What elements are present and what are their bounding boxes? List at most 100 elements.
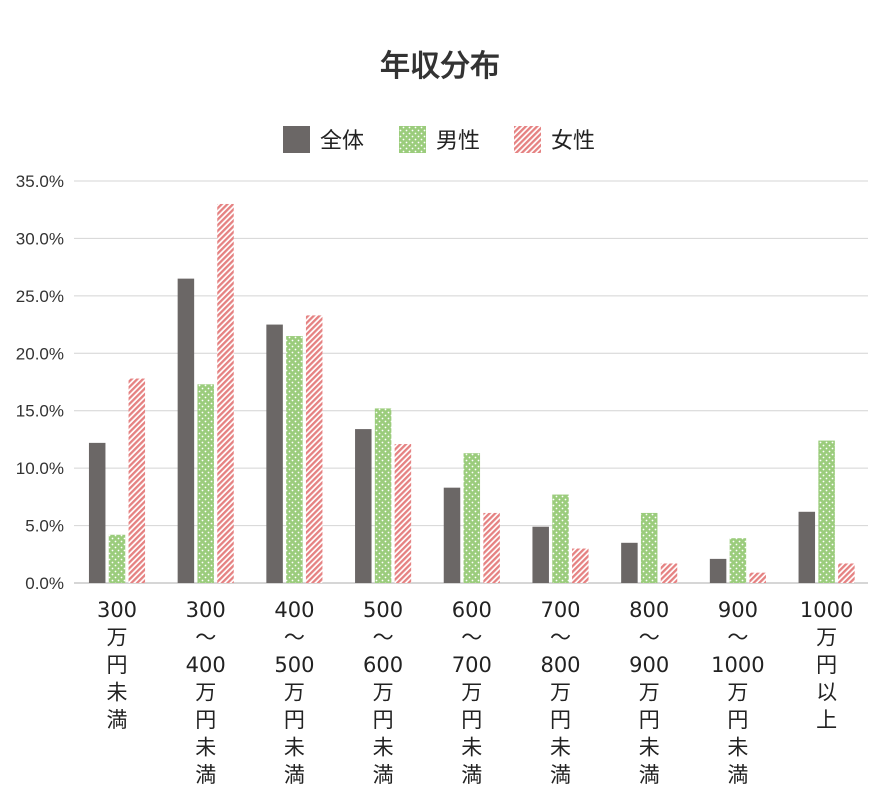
x-tick-label: ～ bbox=[461, 626, 482, 650]
x-tick-label: 600 bbox=[452, 598, 492, 622]
x-tick-label: ～ bbox=[639, 626, 660, 650]
x-axis: 300万円未満300～400万円未満400～500万円未満500～600万円未満… bbox=[97, 598, 853, 787]
x-tick-label: 円 bbox=[373, 708, 394, 732]
x-tick-label: 満 bbox=[107, 708, 128, 732]
bar bbox=[640, 512, 658, 583]
x-tick-label: 未 bbox=[195, 736, 216, 760]
bar bbox=[818, 440, 835, 583]
bar bbox=[394, 444, 412, 583]
x-tick-label: 300 bbox=[186, 598, 226, 622]
bar bbox=[838, 563, 855, 583]
bar bbox=[709, 558, 727, 583]
x-tick-label: 万 bbox=[816, 626, 837, 650]
chart-title: 年収分布 bbox=[380, 49, 500, 84]
x-tick-label: 700 bbox=[452, 653, 492, 677]
x-tick-label: 700 bbox=[540, 598, 580, 622]
x-tick-label: 400 bbox=[186, 653, 226, 677]
x-tick-label: 満 bbox=[727, 763, 748, 787]
bar bbox=[374, 408, 392, 583]
x-tick-label: 600 bbox=[363, 653, 403, 677]
x-tick-label: 未 bbox=[373, 736, 394, 760]
bar bbox=[305, 315, 323, 583]
x-tick-label: 万 bbox=[461, 681, 482, 705]
y-tick-label: 0.0% bbox=[25, 574, 64, 593]
x-tick-label: 円 bbox=[727, 708, 748, 732]
x-tick-label: 万 bbox=[373, 681, 394, 705]
x-tick-label: ～ bbox=[373, 626, 394, 650]
bar bbox=[621, 542, 638, 583]
bar bbox=[532, 526, 549, 583]
chart-legend: 全体 男性 女性 bbox=[283, 126, 595, 154]
x-tick-label: ～ bbox=[284, 626, 305, 650]
x-tick-label: 上 bbox=[816, 708, 837, 732]
legend-swatch bbox=[514, 126, 541, 153]
bar bbox=[217, 203, 234, 583]
bar bbox=[463, 453, 481, 583]
bar bbox=[572, 548, 589, 583]
y-tick-label: 15.0% bbox=[16, 402, 64, 421]
x-tick-label: 未 bbox=[284, 736, 305, 760]
x-tick-label: 500 bbox=[363, 598, 403, 622]
x-tick-label: 未 bbox=[107, 681, 128, 705]
x-tick-label: 満 bbox=[550, 763, 571, 787]
chart-bars bbox=[88, 203, 855, 583]
x-tick-label: 満 bbox=[284, 763, 305, 787]
y-tick-label: 20.0% bbox=[16, 344, 64, 363]
bar bbox=[355, 429, 372, 583]
bar bbox=[749, 572, 766, 583]
legend-label: 全体 bbox=[320, 129, 364, 154]
x-tick-label: 300 bbox=[97, 598, 137, 622]
x-tick-label: ～ bbox=[195, 626, 216, 650]
x-tick-label: 未 bbox=[461, 736, 482, 760]
y-tick-label: 35.0% bbox=[16, 172, 64, 191]
y-tick-label: 25.0% bbox=[16, 287, 64, 306]
x-tick-label: 万 bbox=[195, 681, 216, 705]
x-tick-label: 1000 bbox=[800, 598, 853, 622]
x-tick-label: 万 bbox=[284, 681, 305, 705]
bar bbox=[443, 487, 461, 583]
x-tick-label: 万 bbox=[107, 626, 128, 650]
x-tick-label: 未 bbox=[727, 736, 748, 760]
x-tick-label: 万 bbox=[727, 681, 748, 705]
bar bbox=[266, 324, 283, 583]
x-tick-label: ～ bbox=[550, 626, 571, 650]
bar bbox=[729, 538, 747, 583]
x-tick-label: 円 bbox=[550, 708, 571, 732]
x-tick-label: 以 bbox=[816, 681, 837, 705]
bar bbox=[552, 494, 569, 583]
legend-swatch bbox=[283, 126, 310, 153]
x-tick-label: 未 bbox=[550, 736, 571, 760]
bar bbox=[798, 511, 816, 583]
x-tick-label: 500 bbox=[274, 653, 314, 677]
x-tick-label: 万 bbox=[550, 681, 571, 705]
x-tick-label: 800 bbox=[540, 653, 580, 677]
x-tick-label: 満 bbox=[461, 763, 482, 787]
y-tick-label: 10.0% bbox=[16, 459, 64, 478]
x-tick-label: 満 bbox=[639, 763, 660, 787]
x-tick-label: 未 bbox=[639, 736, 660, 760]
x-tick-label: 円 bbox=[639, 708, 660, 732]
bar bbox=[88, 442, 106, 583]
x-tick-label: 円 bbox=[461, 708, 482, 732]
bar bbox=[108, 534, 126, 583]
legend-label: 女性 bbox=[551, 129, 595, 154]
legend-swatch bbox=[399, 126, 426, 153]
bar bbox=[177, 278, 195, 583]
y-tick-label: 30.0% bbox=[16, 229, 64, 248]
x-tick-label: 万 bbox=[639, 681, 660, 705]
x-tick-label: 満 bbox=[195, 763, 216, 787]
y-axis: 0.0% 5.0% 10.0% 15.0% 20.0% 25.0% 30.0% 35.0% bbox=[16, 172, 64, 593]
bar bbox=[197, 384, 214, 583]
x-tick-label: 円 bbox=[107, 653, 128, 677]
bar bbox=[128, 378, 146, 583]
bar bbox=[483, 512, 500, 583]
x-tick-label: 1000 bbox=[711, 653, 764, 677]
legend-label: 男性 bbox=[436, 129, 480, 154]
y-tick-label: 5.0% bbox=[25, 517, 64, 536]
bar bbox=[286, 336, 303, 583]
x-tick-label: 満 bbox=[373, 763, 394, 787]
x-tick-label: 800 bbox=[629, 598, 669, 622]
x-tick-label: 900 bbox=[629, 653, 669, 677]
x-tick-label: 900 bbox=[718, 598, 758, 622]
